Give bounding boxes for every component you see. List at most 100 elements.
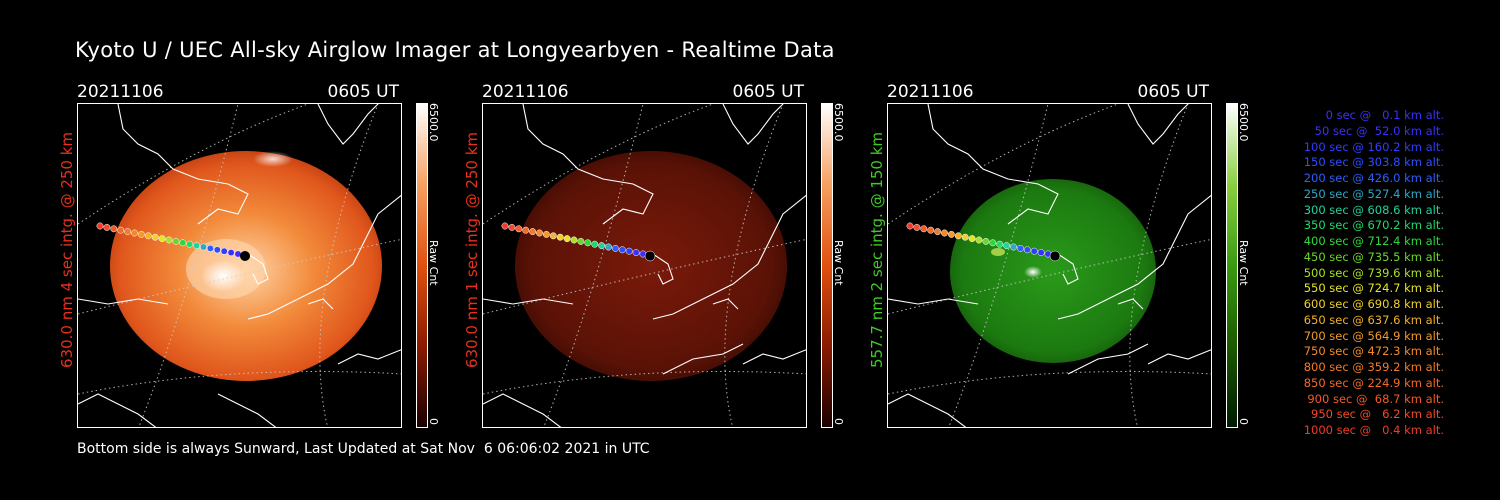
trajectory-point: [508, 223, 516, 231]
panel-1-colorbar: [416, 103, 428, 428]
panel-3-date: 20211106: [887, 82, 974, 102]
trajectory-point: [186, 240, 194, 248]
trajectory-point: [584, 239, 592, 247]
panel-2-cbar-unit: Raw Cnt: [832, 240, 845, 286]
trajectory-point: [927, 226, 935, 234]
trajectory-point: [103, 223, 111, 231]
trajectory-track: [501, 222, 647, 258]
legend-row: 50 sec @ 52.0 km alt.: [1314, 123, 1444, 138]
panel-1-cbar-max: 6500.0: [427, 103, 440, 142]
trajectory-point: [1016, 244, 1024, 252]
trajectory-point: [542, 230, 550, 238]
trajectory-point: [989, 239, 997, 247]
trajectory-point: [227, 249, 235, 257]
trajectory-point: [968, 235, 976, 243]
trajectory-point: [906, 222, 914, 230]
panel-3-allsky-image: [887, 103, 1212, 428]
panel-3-cbar-max: 6500.0: [1237, 103, 1250, 142]
trajectory-point: [570, 236, 578, 244]
panel-3-map-svg: [888, 104, 1211, 427]
trajectory-point: [605, 243, 612, 251]
panel-3-ylabel: 557.7 nm 2 sec intg. @ 150 km: [868, 131, 886, 368]
legend-row: 400 sec @ 712.4 km alt.: [1303, 234, 1444, 248]
panel-2-cbar-min: 0: [832, 418, 845, 425]
altitude-legend: 0 sec @ 0.1 km alt. 50 sec @ 52.0 km alt.…: [1262, 108, 1444, 439]
trajectory-point: [1003, 242, 1011, 250]
trajectory-point: [213, 246, 221, 254]
trajectory-point: [220, 247, 228, 255]
trajectory-point: [501, 222, 509, 230]
panel-3-time: 0605 UT: [1137, 82, 1210, 102]
trajectory-point: [110, 225, 118, 233]
trajectory-point: [529, 228, 537, 236]
trajectory-point: [172, 237, 180, 245]
panel-1-allsky-image: [77, 103, 402, 428]
trajectory-point: [522, 226, 530, 234]
legend-row: 950 sec @ 6.2 km alt.: [1311, 407, 1444, 422]
trajectory-point: [158, 235, 166, 243]
trajectory-point: [137, 230, 145, 238]
trajectory-point: [598, 242, 606, 250]
impact-point: [1049, 250, 1061, 262]
trajectory-point: [618, 246, 626, 254]
legend-row: 1000 sec @ 0.4 km alt.: [1303, 423, 1444, 437]
aurora-spot: [201, 260, 245, 292]
panel-1-time: 0605 UT: [327, 82, 400, 102]
trajectory-point: [920, 225, 928, 233]
legend-row: 500 sec @ 739.6 km alt.: [1303, 265, 1444, 280]
panel-2-allsky-image: [482, 103, 807, 428]
aurora-spot: [1024, 266, 1042, 278]
trajectory-point: [954, 232, 962, 240]
trajectory-point: [151, 233, 159, 241]
trajectory-point: [913, 223, 921, 231]
trajectory-point: [1037, 249, 1045, 257]
panel-1-ylabel: 630.0 nm 4 sec intg. @ 250 km: [58, 131, 76, 368]
trajectory-point: [961, 233, 969, 241]
trajectory-point: [206, 244, 214, 252]
trajectory-point: [193, 242, 201, 250]
trajectory-point: [117, 226, 125, 234]
legend-row: 450 sec @ 735.5 km alt.: [1303, 249, 1444, 264]
panel-3-cbar-unit: Raw Cnt: [1237, 240, 1250, 286]
trajectory-point: [200, 243, 207, 251]
trajectory-point: [934, 228, 942, 236]
legend-row: 350 sec @ 670.2 km alt.: [1303, 218, 1444, 233]
trajectory-point: [96, 222, 104, 230]
trajectory-point: [515, 225, 523, 233]
trajectory-point: [144, 232, 152, 240]
trajectory-point: [556, 233, 564, 241]
trajectory-point: [165, 236, 173, 244]
legend-row: 900 sec @ 68.7 km alt.: [1307, 391, 1444, 406]
page-title: Kyoto U / UEC All-sky Airglow Imager at …: [75, 38, 835, 62]
trajectory-point: [1010, 243, 1017, 251]
trajectory-point: [975, 236, 983, 244]
legend-row: 550 sec @ 724.7 km alt.: [1303, 281, 1444, 296]
panel-3-colorbar: [1226, 103, 1238, 428]
legend-row: 600 sec @ 690.8 km alt.: [1303, 297, 1444, 311]
trajectory-point: [611, 244, 619, 252]
impact-point: [240, 251, 250, 261]
panel-1-cbar-unit: Raw Cnt: [427, 240, 440, 286]
legend-row: 200 sec @ 426.0 km alt.: [1303, 171, 1444, 185]
legend-row: 700 sec @ 564.9 km alt.: [1303, 328, 1444, 343]
legend-row: 150 sec @ 303.8 km alt.: [1303, 155, 1444, 170]
trajectory-point: [563, 235, 571, 243]
legend-row: 0 sec @ 0.1 km alt.: [1325, 108, 1444, 122]
sky-disk: [515, 151, 787, 381]
trajectory-point: [1030, 247, 1038, 255]
sky-disk: [950, 179, 1156, 363]
panel-2-date: 20211106: [482, 82, 569, 102]
trajectory-point: [947, 230, 955, 238]
panel-2-ylabel: 630.0 nm 1 sec intg. @ 250 km: [463, 131, 481, 368]
panel-1-date: 20211106: [77, 82, 164, 102]
trajectory-point: [982, 237, 990, 245]
legend-row: 650 sec @ 637.6 km alt.: [1303, 312, 1444, 327]
legend-row: 850 sec @ 224.9 km alt.: [1303, 375, 1444, 390]
trajectory-point: [591, 240, 599, 248]
trajectory-point: [536, 229, 543, 237]
panel-3-cbar-min: 0: [1237, 418, 1250, 425]
footer-note: Bottom side is always Sunward, Last Upda…: [77, 441, 650, 457]
panel-2-cbar-max: 6500.0: [832, 103, 845, 142]
trajectory-point: [996, 240, 1004, 248]
panel-2-colorbar: [821, 103, 833, 428]
